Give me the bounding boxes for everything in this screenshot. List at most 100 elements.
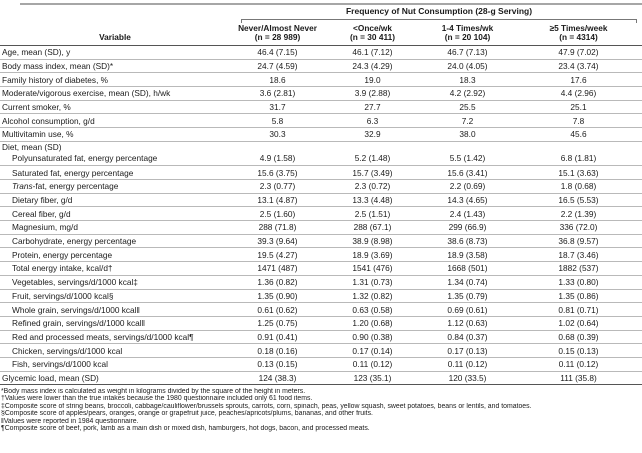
cell-value: 111 (35.8) (560, 372, 597, 383)
row-label: Chicken, servings/d/1000 kcal (0, 345, 230, 357)
cell-value: 38.6 (8.73) (447, 236, 488, 247)
column-header-n: (n = 4314) (559, 32, 598, 43)
cell-value: 0.17 (0.14) (352, 345, 393, 356)
table-row: Red and processed meats, servings/d/1000… (0, 331, 642, 345)
cell-value: 18.9 (3.69) (352, 249, 393, 260)
table-row: Cereal fiber, g/d 2.5 (1.60) 2.5 (1.51) 2.4… (0, 207, 642, 222)
cell-value: 1.32 (0.82) (352, 290, 393, 301)
cell-value: 0.17 (0.13) (447, 345, 488, 356)
row-label-text: Glycemic load, mean (SD) (2, 372, 99, 383)
cell-value: 16.5 (5.53) (558, 195, 599, 206)
cell-value: 30.3 (269, 129, 286, 140)
cell-value: 25.5 (459, 102, 476, 113)
row-label: Protein, energy percentage (0, 249, 230, 261)
cell-value: 288 (71.8) (258, 222, 297, 233)
cell-value: 5.2 (1.48) (354, 153, 391, 164)
table-row: Dietary fiber, g/d 13.1 (4.87) 13.3 (4.48)… (0, 194, 642, 208)
cell-value: 0.11 (0.12) (447, 359, 488, 370)
cell-value: 1882 (537) (558, 263, 599, 274)
cell-value: 1.31 (0.73) (352, 277, 393, 288)
cell-value: 4.2 (2.92) (449, 88, 486, 99)
cell-value: 18.9 (3.58) (447, 249, 488, 260)
row-label-text: Saturated fat, energy percentage (12, 167, 134, 178)
cell-value: 1668 (501) (447, 263, 488, 274)
section-label: Diet, mean (SD) (2, 141, 62, 152)
footnote: ‡Composite score of string beans, brocco… (1, 402, 532, 410)
row-label: Glycemic load, mean (SD) (0, 372, 230, 384)
table-row: Saturated fat, energy percentage 15.6 (3.… (0, 166, 642, 180)
cell-value: 15.7 (3.49) (352, 167, 393, 178)
row-label: Body mass index, mean (SD)* (0, 60, 230, 72)
row-label-text: Refined grain, servings/d/1000 kcal‖ (12, 318, 146, 329)
row-label: Refined grain, servings/d/1000 kcal‖ (0, 317, 230, 329)
cell-value: 38.0 (459, 129, 476, 140)
table-row: Vegetables, servings/d/1000 kcal‡ 1.36 (0… (0, 276, 642, 290)
row-label-text: Alcohol consumption, g/d (2, 115, 95, 126)
cell-value: 1.12 (0.63) (447, 318, 488, 329)
column-header-never: Never/Almost Never (n = 28 989) (230, 23, 325, 43)
cell-value: 31.7 (269, 102, 286, 113)
row-label: Diet, mean (SD) Polyunsaturated fat, ener… (0, 142, 230, 166)
footnote: *Body mass index is calculated as weight… (1, 388, 306, 395)
cell-value: 46.4 (7.15) (257, 47, 298, 58)
cell-value: 1.25 (0.75) (257, 318, 298, 329)
column-header-label: <Once/wk (353, 22, 392, 33)
row-label: Saturated fat, energy percentage (0, 167, 230, 179)
column-group-bracket (241, 19, 637, 23)
row-label: Red and processed meats, servings/d/1000… (0, 331, 230, 343)
cell-value: 7.2 (461, 115, 474, 126)
table-row: Carbohydrate, energy percentage 39.3 (9.6… (0, 235, 642, 249)
row-label: Cereal fiber, g/d (0, 208, 230, 220)
cell-value: 36.8 (9.57) (558, 236, 599, 247)
row-label-text: Current smoker, % (2, 102, 71, 113)
cell-value: 1.36 (0.82) (257, 277, 298, 288)
column-header-n: (n = 28 989) (254, 32, 301, 43)
column-group-title: Frequency of Nut Consumption (28-g Servi… (345, 6, 533, 16)
cell-value: 4.9 (1.58) (259, 153, 296, 164)
cell-value: 17.6 (570, 74, 587, 85)
row-label: Current smoker, % (0, 101, 230, 113)
table-row: Diet, mean (SD) Polyunsaturated fat, ener… (0, 142, 642, 167)
cell-value: 24.3 (4.29) (352, 61, 393, 72)
cell-value: 13.1 (4.87) (257, 195, 298, 206)
row-label-text: Protein, energy percentage (12, 249, 113, 260)
column-header-n: (n = 20 104) (444, 32, 491, 43)
column-header-n: (n = 30 411) (350, 32, 395, 43)
cell-value: 14.3 (4.65) (447, 195, 488, 206)
row-label-text: Red and processed meats, servings/d/1000… (12, 331, 194, 342)
cell-value: 2.4 (1.43) (449, 208, 486, 219)
table-body: Age, mean (SD), y 46.4 (7.15) 46.1 (7.12) 4… (0, 45, 642, 386)
top-divider (20, 3, 642, 5)
column-header-variable: Variable (99, 32, 131, 43)
cell-value: 7.8 (572, 115, 585, 126)
table-row: Magnesium, mg/d 288 (71.8) 288 (67.1) 299 (… (0, 221, 642, 235)
cell-value: 2.3 (0.72) (354, 181, 391, 192)
table-row: Age, mean (SD), y 46.4 (7.15) 46.1 (7.12) 4… (0, 46, 642, 60)
cell-value: 25.1 (570, 102, 587, 113)
row-label-text: Multivitamin use, % (2, 129, 74, 140)
row-label: Carbohydrate, energy percentage (0, 235, 230, 247)
cell-value: 23.4 (3.74) (558, 61, 599, 72)
cell-value: 6.3 (366, 115, 379, 126)
cell-value: 0.91 (0.41) (257, 331, 298, 342)
row-label: Vegetables, servings/d/1000 kcal‡ (0, 276, 230, 288)
table-row: Chicken, servings/d/1000 kcal 0.18 (0.16)… (0, 344, 642, 358)
row-label-text: Cereal fiber, g/d (12, 208, 71, 219)
cell-value: 18.3 (459, 74, 476, 85)
cell-value: 1541 (476) (352, 263, 393, 274)
table-row: Fish, servings/d/1000 kcal 0.13 (0.15) 0.1… (0, 358, 642, 372)
column-header-label: ≥5 Times/week (549, 22, 608, 33)
cell-value: 0.18 (0.16) (257, 345, 298, 356)
table-row: Current smoker, % 31.7 27.7 25.5 25.1 (0, 101, 642, 115)
cell-value: 5.5 (1.42) (449, 153, 486, 164)
cell-value: 18.7 (3.46) (558, 249, 599, 260)
table-row: Alcohol consumption, g/d 5.8 6.3 7.2 7.8 (0, 114, 642, 129)
row-label-text: Moderate/vigorous exercise, mean (SD), h… (2, 88, 171, 99)
cell-value: 19.5 (4.27) (257, 249, 298, 260)
cell-value: 0.11 (0.12) (352, 359, 393, 370)
row-label: Fish, servings/d/1000 kcal (0, 358, 230, 370)
cell-value: 0.81 (0.71) (558, 304, 599, 315)
cell-value: 288 (67.1) (353, 222, 392, 233)
cell-value: 5.8 (271, 115, 284, 126)
